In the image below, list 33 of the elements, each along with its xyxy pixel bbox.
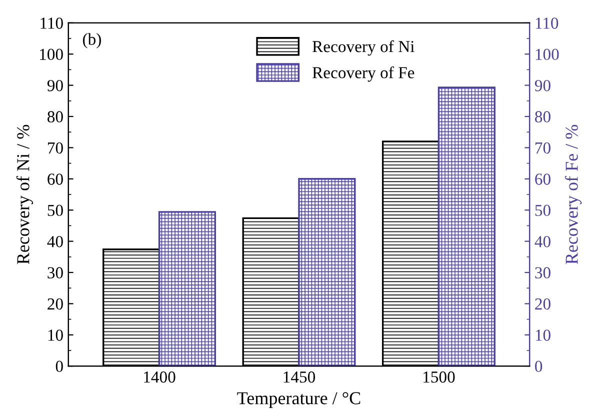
y2-tick-label: 60 xyxy=(535,174,550,185)
y-axis-title: Recovery of Ni / % xyxy=(16,124,34,264)
y2-tick-label: 70 xyxy=(536,142,550,154)
y2-tick-label: 110 xyxy=(536,18,558,29)
y2-tick-label: 10 xyxy=(536,330,550,341)
y2-axis-title: Recovery of Fe / % xyxy=(564,124,582,264)
y-tick-label: 30 xyxy=(48,267,63,278)
legend-label: Recovery of Fe xyxy=(312,66,414,82)
y-tick-label: 70 xyxy=(48,142,63,154)
y2-tick-label: 100 xyxy=(536,48,559,60)
x-tick-label: 1450 xyxy=(284,371,316,383)
legend-label: Recovery of Ni xyxy=(312,40,414,56)
y2-tick-label: 50 xyxy=(535,204,550,216)
x-tick-label: 1400 xyxy=(144,371,176,383)
annotation: (b) xyxy=(82,33,101,48)
y2-tick-label: 80 xyxy=(535,111,550,122)
y2-tick-label: 40 xyxy=(534,236,550,248)
y-tick-label: 40 xyxy=(47,236,63,248)
y2-tick-label: 0 xyxy=(535,360,542,372)
y2-tick-label: 20 xyxy=(535,298,550,310)
x-axis-title: Temperature / °C xyxy=(237,392,360,408)
y-tick-label: 50 xyxy=(48,204,63,216)
y2-tick-label: 30 xyxy=(535,267,550,278)
y-tick-label: 100 xyxy=(40,48,63,60)
y-tick-label: 0 xyxy=(56,360,63,372)
y-tick-label: 20 xyxy=(48,298,63,310)
y-tick-label: 110 xyxy=(40,18,63,29)
y-tick-label: 90 xyxy=(47,80,63,92)
y-tick-label: 80 xyxy=(48,111,63,122)
x-tick-label: 1500 xyxy=(424,371,455,383)
y-tick-label: 60 xyxy=(48,174,63,185)
y-tick-label: 10 xyxy=(48,330,63,341)
y2-tick-label: 90 xyxy=(534,80,550,92)
